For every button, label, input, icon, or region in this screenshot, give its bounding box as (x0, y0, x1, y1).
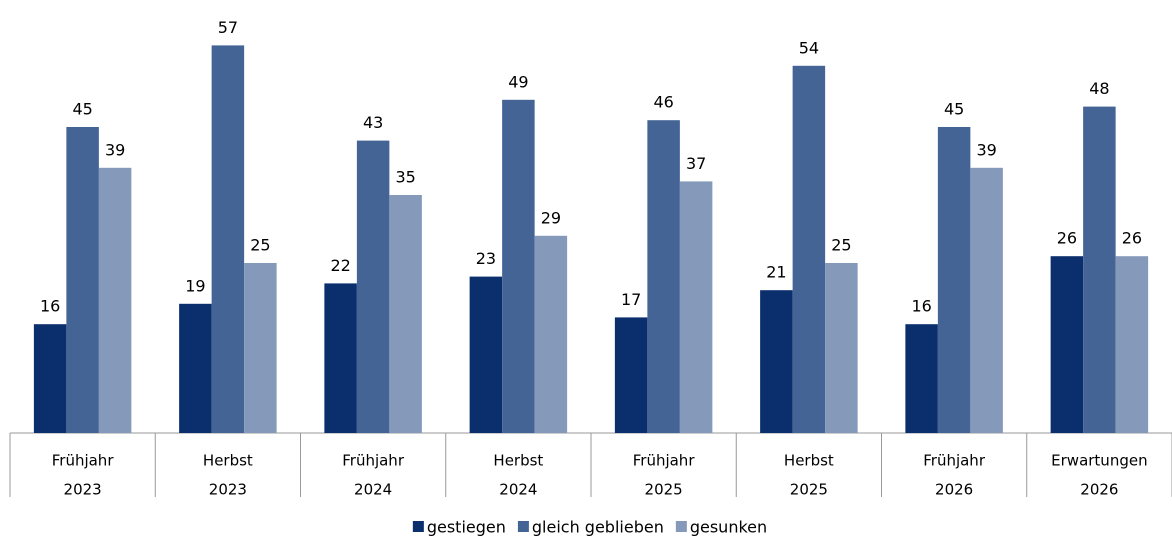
x-tick-label: 2024 (354, 481, 392, 499)
data-label: 45 (72, 100, 92, 119)
data-label: 21 (766, 263, 786, 282)
bar (614, 317, 648, 433)
x-tick-label: 2023 (209, 481, 247, 499)
bar (792, 65, 826, 434)
data-label: 25 (250, 236, 270, 255)
legend-label: gesunken (690, 518, 767, 537)
x-tick-label: Frühjahr (923, 452, 986, 470)
bar (905, 324, 938, 433)
bar (679, 181, 713, 433)
x-tick-label: Frühjahr (52, 452, 115, 470)
data-label: 26 (1122, 229, 1142, 248)
data-label: 16 (911, 297, 931, 316)
x-tick-label: Herbst (203, 452, 253, 470)
bar (502, 99, 535, 434)
data-label: 16 (40, 297, 60, 316)
legend-swatch (517, 521, 529, 532)
x-tick-label: 2025 (645, 481, 683, 499)
legend-swatch (412, 521, 424, 532)
data-label: 46 (653, 93, 673, 112)
bar (469, 276, 503, 433)
data-label: 48 (1089, 79, 1109, 98)
bar (356, 140, 390, 433)
x-tick-label: 2025 (790, 481, 828, 499)
bar (534, 235, 568, 433)
bar (389, 195, 422, 433)
bar (211, 45, 245, 434)
data-label: 49 (508, 72, 528, 91)
legend-label: gleich geblieben (532, 518, 664, 537)
data-label: 39 (976, 140, 996, 159)
bar (179, 303, 212, 433)
bar (647, 120, 680, 433)
bar (760, 290, 793, 433)
bar (1083, 106, 1116, 433)
bar (937, 127, 971, 433)
bar (324, 283, 357, 433)
bar (33, 324, 67, 433)
data-label: 29 (541, 208, 561, 227)
data-label: 22 (330, 256, 350, 275)
bar (66, 127, 99, 433)
bar (1050, 256, 1084, 433)
x-tick-label: Frühjahr (342, 452, 405, 470)
bar (970, 167, 1003, 434)
legend-label: gestiegen (427, 518, 506, 537)
bar (825, 263, 858, 433)
data-label: 57 (218, 18, 238, 37)
bar (244, 263, 277, 433)
x-tick-label: 2026 (1080, 481, 1118, 499)
x-tick-label: Frühjahr (633, 452, 696, 470)
data-label: 23 (476, 249, 496, 268)
bar (98, 167, 132, 434)
legend-swatch (675, 521, 687, 532)
x-tick-label: 2023 (64, 481, 102, 499)
data-label: 45 (944, 100, 964, 119)
x-tick-label: Herbst (784, 452, 834, 470)
bar (1115, 256, 1149, 433)
data-label: 19 (185, 276, 205, 295)
data-label: 17 (621, 290, 641, 309)
x-tick-label: 2026 (935, 481, 973, 499)
x-tick-label: Erwartungen (1051, 452, 1147, 470)
x-tick-label: 2024 (499, 481, 537, 499)
data-label: 43 (363, 113, 383, 132)
data-label: 39 (105, 140, 125, 159)
data-label: 54 (799, 38, 819, 57)
data-label: 35 (395, 168, 415, 187)
data-label: 26 (1057, 229, 1077, 248)
x-tick-label: Herbst (493, 452, 543, 470)
data-label: 37 (686, 154, 706, 173)
data-label: 25 (831, 236, 851, 255)
